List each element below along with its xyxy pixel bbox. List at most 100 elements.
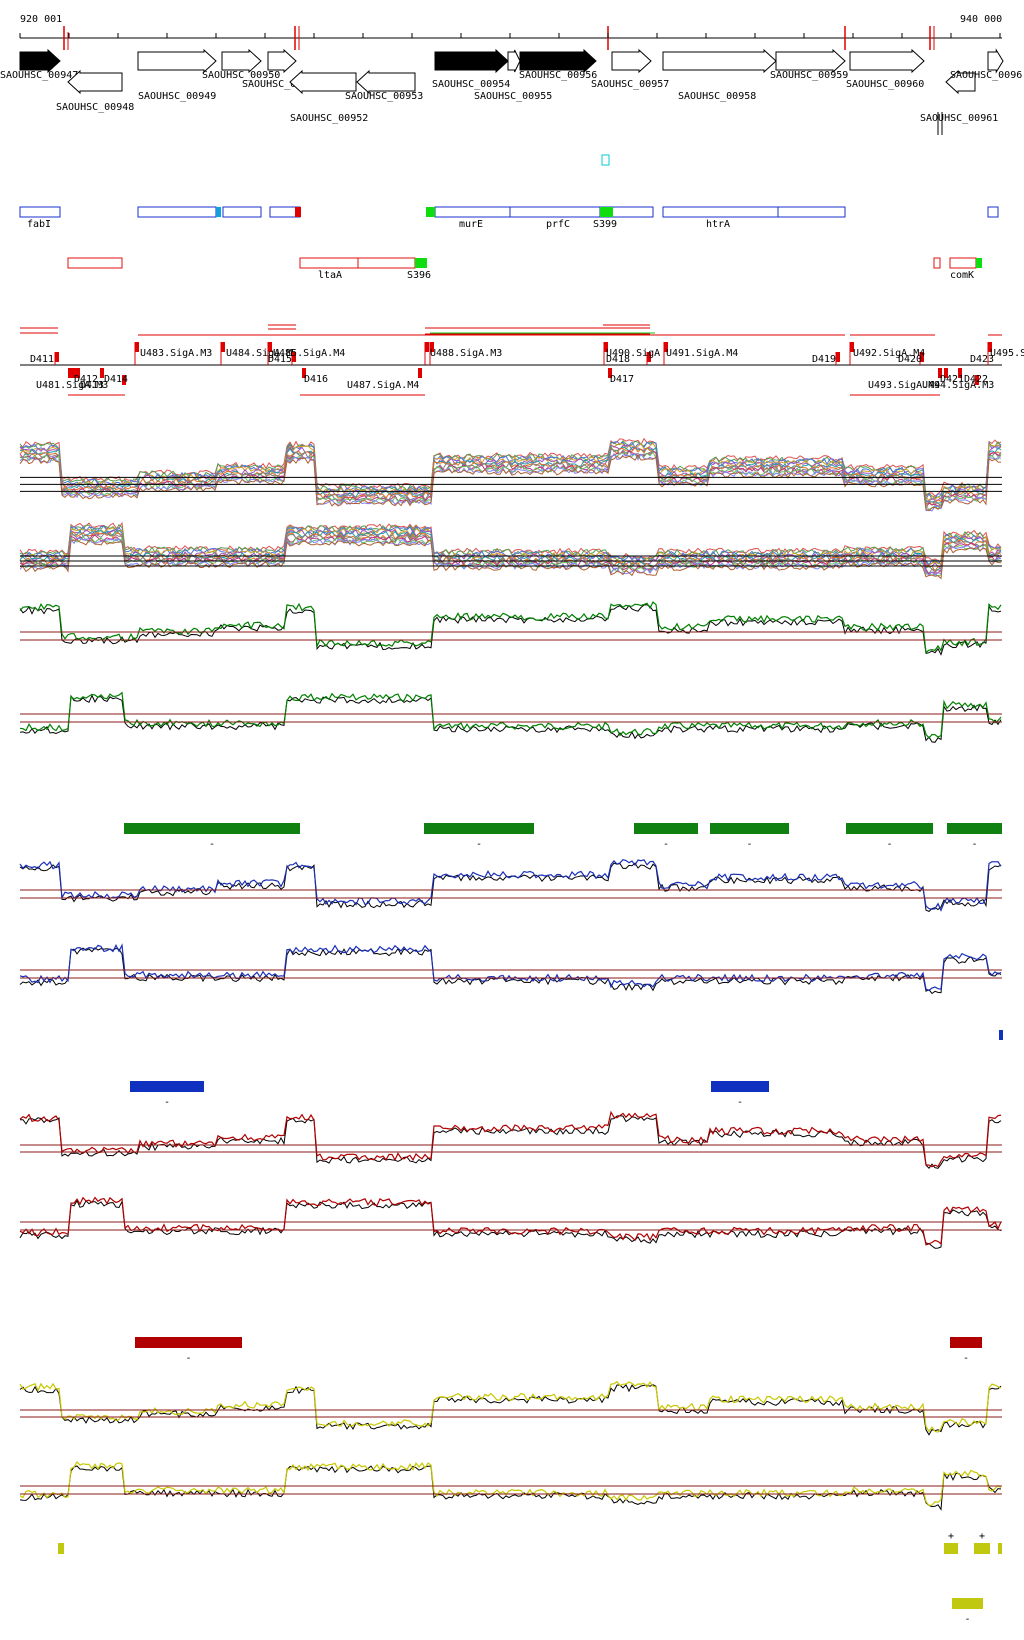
gene-label: SAOUHSC_00953 <box>345 91 423 102</box>
gene-label: SAOUHSC_00950 <box>202 70 280 81</box>
element-label: D413 <box>80 380 104 391</box>
segment-sign: - <box>965 1614 971 1625</box>
profile-trace <box>19 604 1002 656</box>
profile-panel <box>19 943 1002 995</box>
gene: SAOUHSC_00954 <box>432 48 510 90</box>
gene-arrow <box>289 69 357 95</box>
element-label: U481.SigA.M3 <box>36 380 108 391</box>
profile-trace <box>19 694 1002 743</box>
element-label: U493.SigA.M4 <box>868 380 940 391</box>
segment-bar <box>944 1543 958 1554</box>
element-marker <box>647 352 651 362</box>
element-label: U491.SigA.M4 <box>666 348 738 359</box>
segment-sign: - <box>663 839 669 850</box>
element-marker <box>604 342 608 352</box>
gene: SAOUHSC_00953 <box>345 69 423 102</box>
profile-panel <box>19 859 1002 912</box>
marker-green <box>426 207 435 217</box>
element-marker <box>975 375 979 385</box>
gene-label: SAOUHSC_00949 <box>138 91 216 102</box>
element-marker <box>55 352 59 362</box>
profile-trace <box>20 1115 1002 1169</box>
segment-bar <box>634 823 698 834</box>
profile-trace <box>19 947 1002 995</box>
element-marker <box>836 352 840 362</box>
profile-trace <box>19 534 1002 575</box>
element-marker <box>68 368 72 378</box>
segment-bar <box>974 1543 990 1554</box>
profile-panel <box>19 1461 1002 1511</box>
profile-trace <box>19 1196 1002 1246</box>
ruler-start-label: 920 001 <box>20 14 62 25</box>
gene-arrow <box>662 48 777 74</box>
segment-bar <box>424 823 534 834</box>
gene-arrow <box>987 48 1004 74</box>
segment-bar <box>952 1598 983 1609</box>
profile-trace <box>19 691 1002 739</box>
forward-feature-box <box>137 206 217 218</box>
element-label: D416 <box>304 374 328 385</box>
profile-panel <box>19 521 1002 580</box>
element-label: U485.SigA.M4 <box>273 348 345 359</box>
profile-trace <box>19 1110 1002 1168</box>
segment-sign: - <box>476 839 482 850</box>
gene-arrow <box>849 48 925 74</box>
segment-sign: - <box>972 839 978 850</box>
element-label: D421 <box>940 374 964 385</box>
element-label: U484.SigA.M <box>226 348 292 359</box>
gene: SAOUHSC_00960 <box>846 48 925 90</box>
gene: SAOUHSC_00951 <box>242 48 320 90</box>
profile-trace <box>19 521 1002 563</box>
segment-sign: - <box>209 839 215 850</box>
gene: SAOUHSC_00952 <box>289 69 368 124</box>
element-marker <box>100 368 104 378</box>
forward-feature-label: prfC <box>546 219 570 230</box>
cyan-marker <box>601 154 610 166</box>
element-marker <box>268 342 272 352</box>
profile-trace <box>19 454 1002 512</box>
gene-arrow <box>356 69 416 95</box>
gene-label: SAOUHSC_00959 <box>770 70 848 81</box>
segment-bars: - - - - - - - - - - + + - <box>58 823 1003 1625</box>
expression-profile-panels <box>19 437 1002 1511</box>
gene-label: SAOUHSC_0096 <box>950 70 1022 81</box>
forward-feature-box <box>987 206 999 218</box>
gene-annotation-track: SAOUHSC_00947 SAOUHSC_00948 SAOUHSC_00949 S… <box>0 48 1022 135</box>
profile-trace <box>19 442 1002 502</box>
gene-arrow <box>19 48 61 74</box>
ruler-end-label: 940 000 <box>960 14 1002 25</box>
element-marker <box>135 342 139 352</box>
element-marker <box>958 368 962 378</box>
gene: SAOUHSC_00949 <box>137 48 217 102</box>
gene-label: SAOUHSC_00954 <box>432 79 510 90</box>
forward-feature-box <box>662 206 779 218</box>
element-marker <box>920 352 924 362</box>
coordinate-ruler: 920 001 940 000 <box>19 14 1002 50</box>
gene-arrow <box>267 48 297 74</box>
gene-label: SAOUHSC_00955 <box>474 91 552 102</box>
forward-feature-label: fabI <box>27 219 51 230</box>
gene-arrow <box>137 48 217 74</box>
element-marker <box>425 342 429 352</box>
element-marker <box>938 368 942 378</box>
profile-trace <box>19 601 1002 654</box>
gene: SAOUHSC_00961 <box>920 69 998 124</box>
element-label: U495.S <box>990 348 1024 359</box>
element-marker <box>944 368 948 378</box>
segment-sign: - <box>963 1353 969 1364</box>
forward-feature-track: fabI murE prfC S399 htrA <box>19 206 999 230</box>
gene-arrow <box>434 48 509 74</box>
profile-panel <box>19 601 1002 656</box>
profile-trace <box>19 1199 1002 1249</box>
segment-bar <box>710 823 789 834</box>
segment-sign: + <box>979 1531 985 1542</box>
ruler-ticks <box>19 26 1001 50</box>
gene-label: SAOUHSC_00961 <box>920 113 998 124</box>
element-label: U483.SigA.M3 <box>140 348 212 359</box>
marker-blue <box>216 207 221 217</box>
element-marker <box>302 368 306 378</box>
gene: SAOUHSC_00950 <box>202 48 280 81</box>
gene: SAOUHSC_00948 <box>56 69 134 113</box>
gene-arrow <box>945 69 976 95</box>
